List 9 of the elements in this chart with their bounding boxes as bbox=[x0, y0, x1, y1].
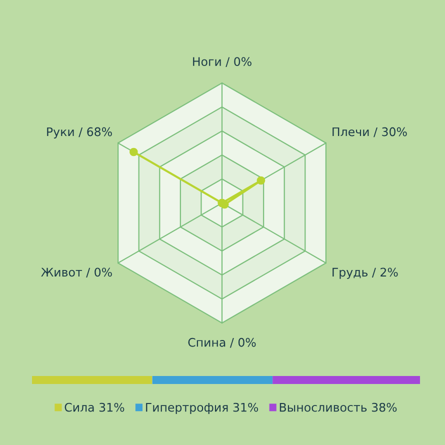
spoke-label: Руки / 68% bbox=[47, 127, 112, 139]
legend-label: Выносливость 38% bbox=[280, 402, 397, 412]
spoke-label: Плечи / 30% bbox=[332, 127, 407, 138]
spoke-label: Грудь / 2% bbox=[332, 268, 398, 279]
spoke-label: Живот / 0% bbox=[41, 268, 112, 278]
spoke-label: Ноги / 0% bbox=[193, 57, 252, 67]
spoke-label: Спина / 0% bbox=[188, 338, 256, 348]
legend-label: Сила 31% bbox=[64, 402, 124, 412]
legend-label: Гипертрофия 31% bbox=[146, 402, 258, 414]
